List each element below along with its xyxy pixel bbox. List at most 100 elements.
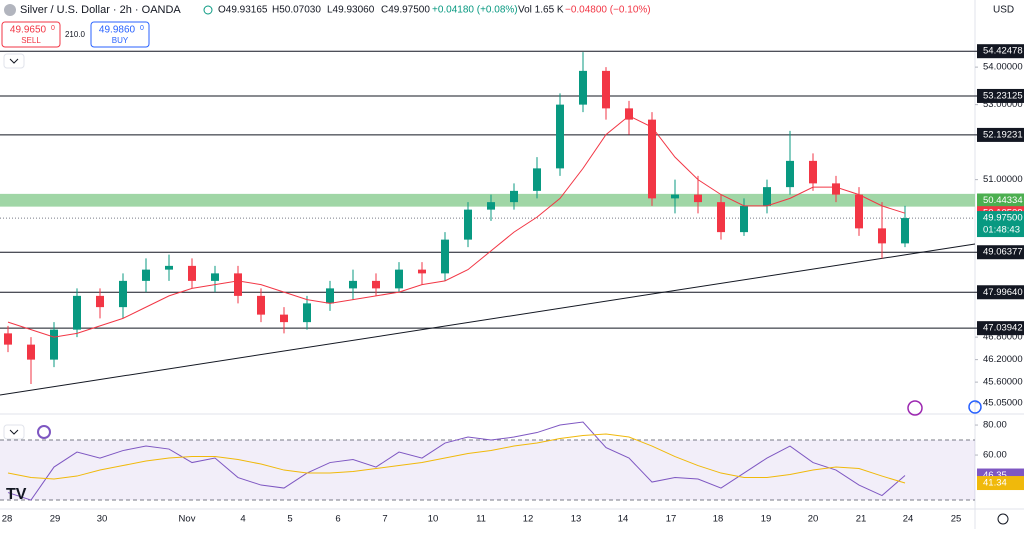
- spread: 210.0: [65, 30, 86, 39]
- candle-body: [4, 333, 12, 345]
- candle-body: [487, 202, 495, 210]
- candle-body: [740, 205, 748, 233]
- x-tick-label: 10: [428, 514, 439, 525]
- buy-price: 49.9860: [99, 25, 136, 36]
- x-tick-label: 7: [382, 514, 387, 525]
- y-tick-label: 53.00000: [983, 99, 1023, 110]
- candle-body: [418, 269, 426, 274]
- symbol-icon: [4, 4, 16, 16]
- change: +0.04180 (+0.08%): [432, 5, 518, 16]
- zone-box: [977, 193, 1024, 208]
- candle-body: [142, 269, 150, 281]
- sell-price-sup: 0: [51, 25, 55, 32]
- candle-body: [257, 295, 265, 315]
- candle-body: [763, 187, 771, 206]
- x-tick-label: 17: [666, 514, 677, 525]
- candle-body: [556, 104, 564, 169]
- candle-body: [50, 329, 58, 360]
- level-label: 54.42478: [983, 46, 1023, 57]
- candle-body: [878, 228, 886, 244]
- level-label: 52.19231: [983, 129, 1023, 140]
- x-tick-label: 12: [523, 514, 534, 525]
- x-tick-label: 24: [903, 514, 914, 525]
- volume: Vol 1.65 K: [518, 5, 564, 16]
- candle-body: [395, 269, 403, 289]
- level-label: 47.99640: [983, 287, 1023, 298]
- candle-body: [326, 288, 334, 304]
- x-tick-label: 14: [618, 514, 629, 525]
- rsi-ma-last-box: [977, 476, 1024, 491]
- candle-body: [671, 194, 679, 199]
- trend-line: [0, 243, 976, 396]
- candle-body: [96, 295, 104, 308]
- y-tick-label: 45.05000: [983, 397, 1023, 408]
- buy-price-sup: 0: [140, 25, 144, 32]
- sell-button[interactable]: [1, 21, 61, 48]
- level-box: [977, 321, 1024, 336]
- x-tick-label: 6: [335, 514, 340, 525]
- last-price-label: 49.97500: [983, 213, 1023, 224]
- rsi-band: [0, 440, 975, 501]
- tv-logo: TV: [6, 486, 27, 503]
- sell-price: 49.9650: [10, 25, 47, 36]
- candle-body: [441, 239, 449, 274]
- level-box: [977, 44, 1024, 59]
- support-zone: [0, 193, 975, 207]
- plot-area: 54.00000 53.00000 51.00000 46.80000 46.20000…: [0, 44, 1024, 525]
- x-tick-label: 13: [571, 514, 582, 525]
- symbol-title: Silver / U.S. Dollar · 2h · OANDA: [20, 4, 181, 16]
- buy-button[interactable]: [90, 21, 150, 48]
- y-tick-label: 45.60000: [983, 377, 1023, 388]
- x-tick-label: 30: [97, 514, 108, 525]
- last-price-box: [977, 211, 1024, 238]
- collapse-icon: [9, 58, 19, 64]
- y-tick-label: 46.20000: [983, 354, 1023, 365]
- rsi-y-tick-label: 60.00: [983, 450, 1007, 461]
- candle-body: [809, 160, 817, 184]
- ohlc-close: C49.97500: [381, 5, 430, 16]
- x-tick-label: 19: [761, 514, 772, 525]
- settings-icon[interactable]: [997, 513, 1009, 525]
- level-label: 47.03942: [983, 323, 1023, 334]
- candle-body: [602, 70, 610, 109]
- x-tick-label: 11: [476, 514, 486, 525]
- level-label: 53.23125: [983, 90, 1023, 101]
- buy-label: BUY: [112, 36, 129, 45]
- flag-icon[interactable]: [968, 400, 982, 414]
- candle-body: [280, 314, 288, 323]
- x-tick-label: 21: [856, 514, 867, 525]
- candle-body: [648, 119, 656, 199]
- sell-label: SELL: [21, 36, 41, 45]
- collapse-button[interactable]: [3, 53, 25, 69]
- rsi-line: [7, 421, 906, 501]
- zone-label: 50.44334: [983, 195, 1023, 206]
- y-tick-label: 54.00000: [983, 62, 1023, 73]
- candle-body: [901, 218, 909, 244]
- ohlc-high: H50.07030: [272, 5, 321, 16]
- candle-body: [303, 303, 311, 323]
- candle-body: [855, 194, 863, 229]
- candle-body: [533, 168, 541, 191]
- ohlc-open: O49.93165: [218, 5, 268, 16]
- ohlc-low: L49.93060: [327, 5, 375, 16]
- candle-body: [510, 190, 518, 203]
- level-box: [977, 245, 1024, 260]
- candle-body: [27, 344, 35, 360]
- candle-body: [188, 265, 196, 281]
- candle-body: [694, 194, 702, 203]
- rsi-last-label: 46.35: [983, 470, 1007, 481]
- x-tick-label: 5: [287, 514, 292, 525]
- moving-average: [7, 115, 906, 338]
- candle-body: [717, 202, 725, 233]
- x-tick-label: Nov: [179, 514, 196, 525]
- x-tick-label: 29: [50, 514, 61, 525]
- candle-body: [786, 160, 794, 188]
- last-price-countdown: 01:48:43: [983, 225, 1020, 236]
- rsi-collapse-button[interactable]: [3, 424, 25, 440]
- rsi-ma-last-label: 41.34: [983, 478, 1007, 489]
- rsi-settings-icon[interactable]: [37, 425, 51, 439]
- rsi-y-tick-label: 80.00: [983, 420, 1007, 431]
- alert-icon[interactable]: [907, 400, 923, 416]
